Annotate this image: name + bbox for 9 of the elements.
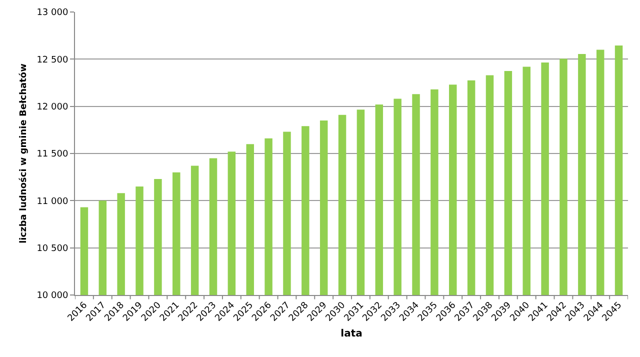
y-tick-label: 13 000 <box>36 8 68 18</box>
y-axis-title: liczba ludności w gminie Bełchatów <box>18 64 30 244</box>
x-axis-title: lata <box>340 328 362 340</box>
y-tick-label: 11 000 <box>36 196 68 207</box>
y-tick-label: 12 500 <box>36 55 68 66</box>
y-tick-label: 10 000 <box>36 291 68 302</box>
y-tick-label: 12 000 <box>36 102 68 112</box>
y-tick-label: 10 500 <box>36 244 68 254</box>
y-tick-label: 11 500 <box>36 150 68 160</box>
